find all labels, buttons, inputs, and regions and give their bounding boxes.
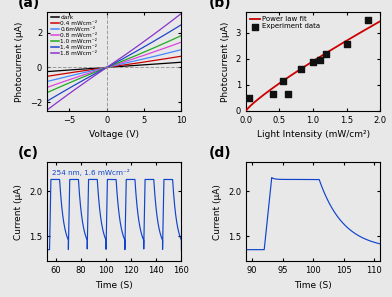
X-axis label: Voltage (V): Voltage (V) xyxy=(89,130,139,139)
Experiment data xyxy=(280,78,286,83)
X-axis label: Time (S): Time (S) xyxy=(95,281,133,290)
Power law fit xyxy=(323,52,328,55)
Y-axis label: Current (μA): Current (μA) xyxy=(15,184,24,240)
X-axis label: Time (S): Time (S) xyxy=(294,281,332,290)
Legend: dark, 0.4 mWcm⁻², 0.6mWcm⁻², 0.8 mWcm⁻², 1.0 mWcm⁻², 1.4 mWcm⁻², 1.8 mWcm⁻²: dark, 0.4 mWcm⁻², 0.6mWcm⁻², 0.8 mWcm⁻²,… xyxy=(50,15,98,57)
Power law fit xyxy=(378,19,383,23)
Experiment data xyxy=(285,91,291,96)
Power law fit xyxy=(244,108,249,112)
Power law fit xyxy=(357,31,361,35)
Experiment data xyxy=(317,58,323,62)
Experiment data xyxy=(246,96,252,101)
Experiment data xyxy=(298,67,304,72)
Power law fit xyxy=(326,50,330,53)
Experiment data xyxy=(270,91,276,96)
Line: Power law fit: Power law fit xyxy=(246,21,380,110)
Y-axis label: Photocurrent (μA): Photocurrent (μA) xyxy=(221,21,230,102)
Experiment data xyxy=(343,42,350,47)
X-axis label: Light Intensity (mW/cm²): Light Intensity (mW/cm²) xyxy=(256,130,370,139)
Experiment data xyxy=(365,17,371,22)
Text: (a): (a) xyxy=(18,0,40,10)
Text: 254 nm, 1.6 mWcm⁻²: 254 nm, 1.6 mWcm⁻² xyxy=(53,169,130,176)
Text: (d): (d) xyxy=(208,146,231,160)
Power law fit xyxy=(365,26,370,30)
Experiment data xyxy=(310,60,316,64)
Y-axis label: Photocurrent (μA): Photocurrent (μA) xyxy=(15,21,24,102)
Experiment data xyxy=(323,51,330,56)
Legend: Power law fit, Experiment data: Power law fit, Experiment data xyxy=(249,15,321,30)
Y-axis label: Current (μA): Current (μA) xyxy=(213,184,222,240)
Power law fit xyxy=(244,108,249,112)
Text: (c): (c) xyxy=(18,146,38,160)
Text: (b): (b) xyxy=(208,0,231,10)
Power law fit xyxy=(324,51,328,55)
